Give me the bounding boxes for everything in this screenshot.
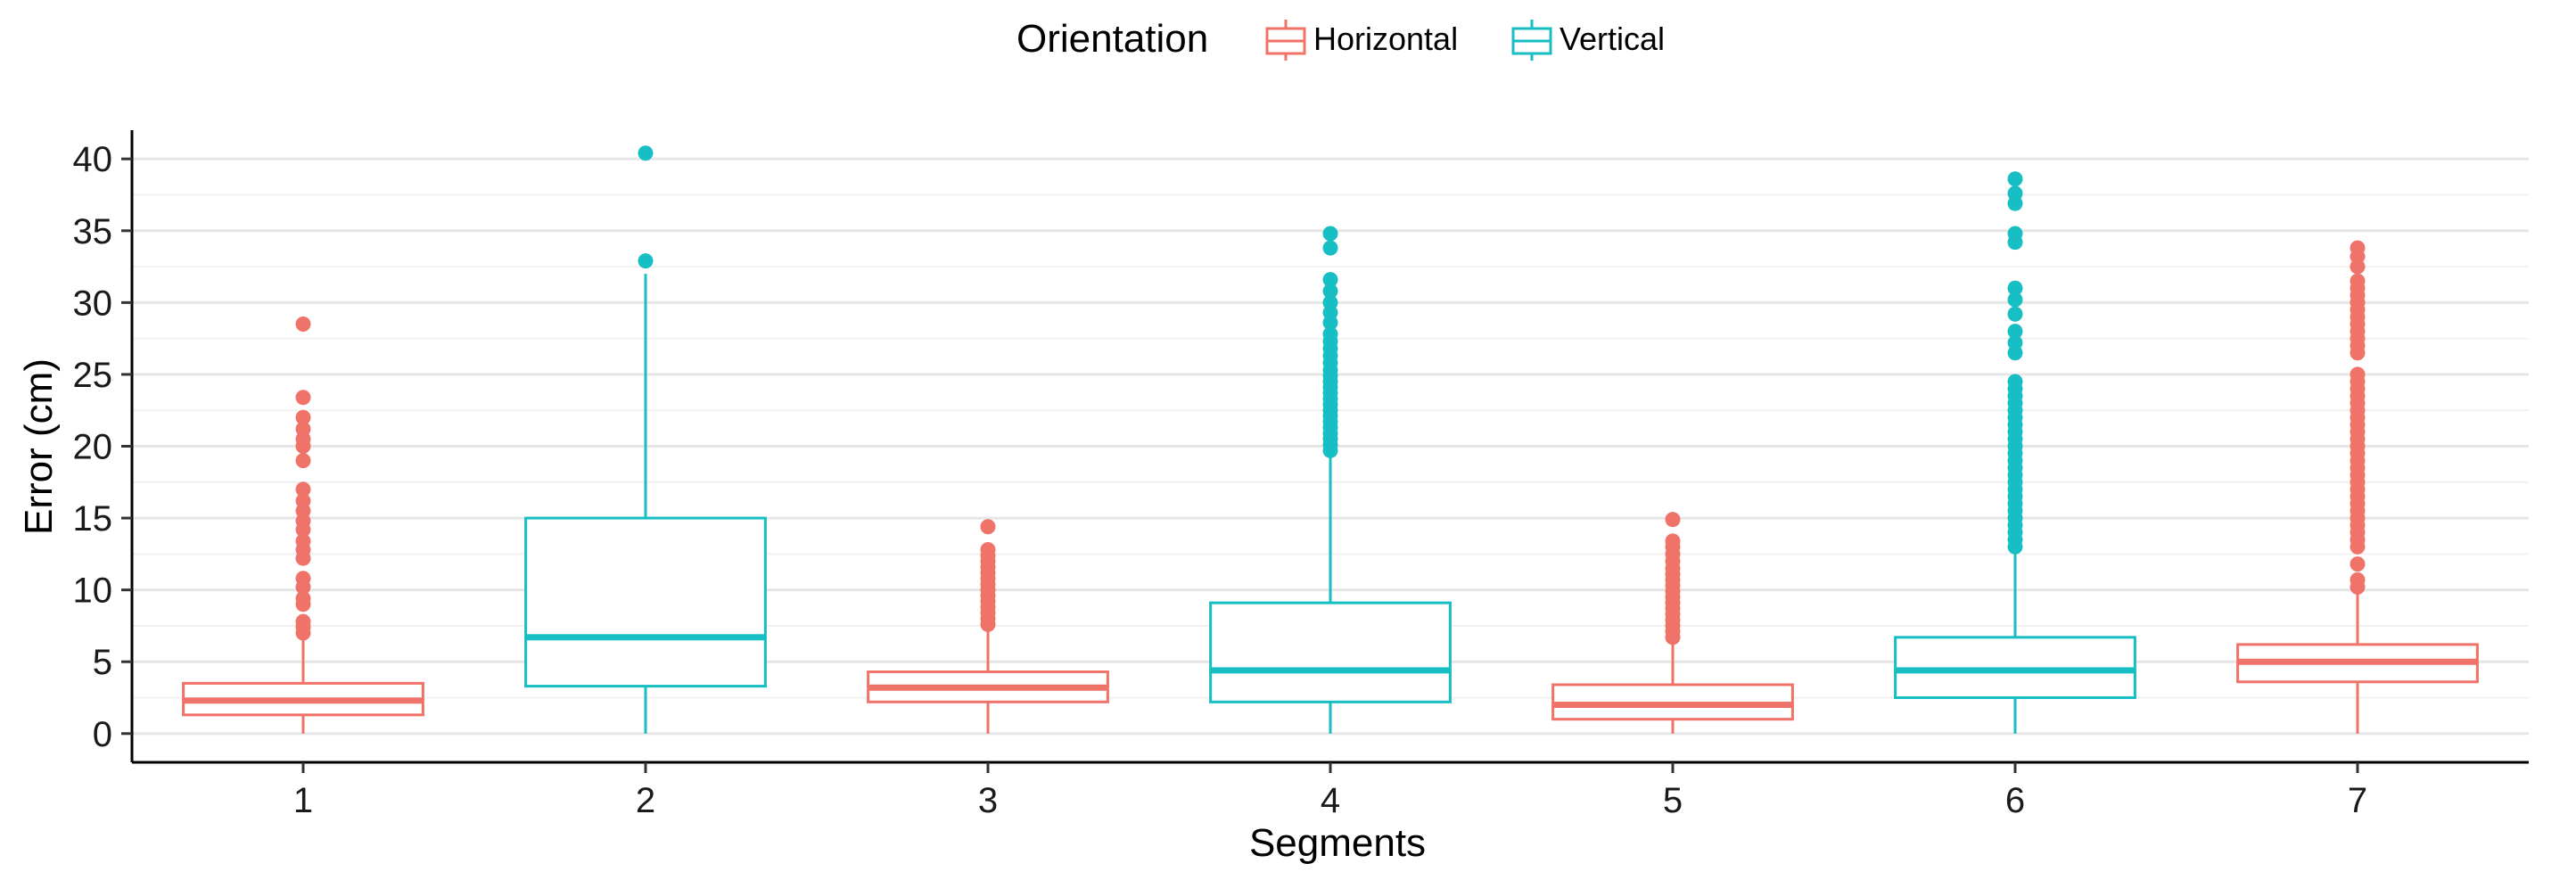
- y-axis-title: Error (cm): [17, 358, 61, 535]
- legend-key-horizontal: [1265, 20, 1306, 61]
- legend-entry-horizontal: Horizontal: [1265, 20, 1458, 61]
- outlier-point: [2350, 366, 2366, 382]
- outlier-point: [1322, 326, 1338, 342]
- outlier-point: [295, 481, 311, 498]
- outlier-point: [1322, 294, 1338, 310]
- legend-label-horizontal: Horizontal: [1313, 21, 1458, 57]
- outlier-point: [295, 590, 311, 606]
- outlier-point: [638, 253, 654, 269]
- y-tick-label: 15: [73, 499, 113, 539]
- y-tick-label: 40: [73, 140, 113, 179]
- outlier-point: [1322, 226, 1338, 242]
- legend-entry-vertical: Vertical: [1511, 20, 1665, 61]
- outlier-point: [295, 613, 311, 629]
- box-series: [182, 145, 2479, 734]
- y-tick-label: 35: [73, 212, 113, 251]
- x-ticks: 1 2 3 4 5 6 7: [293, 762, 2367, 820]
- outlier-point: [2007, 171, 2023, 187]
- outlier-point: [295, 533, 311, 549]
- outlier-point: [295, 409, 311, 425]
- outlier-point: [1665, 533, 1681, 549]
- box-category-2: [524, 145, 767, 734]
- outlier-point: [2007, 374, 2023, 390]
- outlier-point: [980, 519, 996, 535]
- outlier-point: [980, 542, 996, 558]
- outlier-point: [295, 390, 311, 406]
- outlier-point: [295, 453, 311, 469]
- x-tick-label: 2: [636, 781, 655, 820]
- outlier-point: [2350, 556, 2366, 572]
- outlier-point: [638, 145, 654, 161]
- y-tick-label: 20: [73, 428, 113, 467]
- outlier-point: [2350, 572, 2366, 588]
- outlier-point: [1322, 283, 1338, 299]
- outlier-point: [2007, 226, 2023, 242]
- outlier-point: [295, 571, 311, 587]
- y-tick-label: 5: [93, 643, 112, 682]
- y-ticks: 0 5 10 15 20 25 30 35 40: [73, 140, 132, 754]
- box-category-4: [1209, 226, 1452, 734]
- outlier-point: [1322, 272, 1338, 288]
- box-category-7: [2236, 240, 2479, 734]
- x-tick-label: 5: [1663, 781, 1683, 820]
- outlier-point: [295, 493, 311, 509]
- x-axis-title: Segments: [1249, 821, 1426, 865]
- y-tick-label: 0: [93, 715, 112, 754]
- outlier-point: [295, 317, 311, 333]
- x-tick-label: 6: [2005, 781, 2025, 820]
- box-category-3: [867, 519, 1109, 734]
- box-category-5: [1551, 512, 1794, 734]
- outlier-point: [2350, 273, 2366, 289]
- legend-key-vertical: [1511, 20, 1552, 61]
- y-tick-label: 25: [73, 356, 113, 395]
- legend: Orientation Horizontal Vertical: [1016, 17, 1665, 61]
- outlier-point: [2007, 334, 2023, 350]
- outlier-point: [2007, 306, 2023, 322]
- x-tick-label: 7: [2348, 781, 2367, 820]
- y-tick-label: 30: [73, 284, 113, 323]
- outlier-point: [2350, 240, 2366, 256]
- legend-title: Orientation: [1016, 17, 1208, 61]
- box-iqr: [524, 516, 767, 688]
- x-tick-label: 3: [978, 781, 998, 820]
- box-category-6: [1894, 171, 2136, 734]
- outlier-point: [2007, 292, 2023, 308]
- outlier-point: [1665, 512, 1681, 528]
- legend-label-vertical: Vertical: [1560, 21, 1665, 57]
- x-tick-label: 1: [293, 781, 313, 820]
- outlier-point: [2007, 324, 2023, 340]
- outlier-point: [2007, 280, 2023, 296]
- outlier-point: [1322, 240, 1338, 256]
- box-category-1: [182, 317, 424, 734]
- outlier-point: [295, 421, 311, 437]
- outlier-point: [2007, 185, 2023, 201]
- box-iqr: [1209, 601, 1452, 703]
- y-tick-label: 10: [73, 572, 113, 611]
- x-tick-label: 4: [1321, 781, 1340, 820]
